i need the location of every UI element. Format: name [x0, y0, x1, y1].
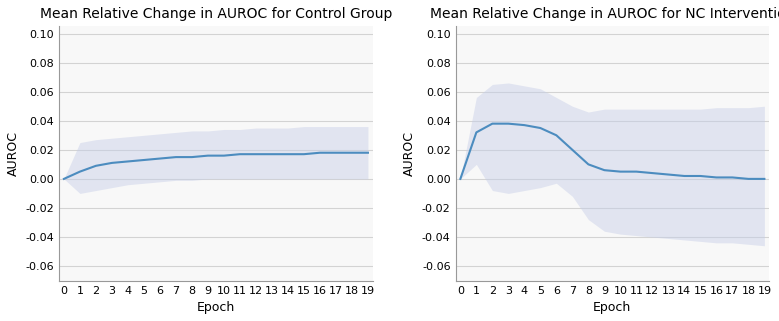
X-axis label: Epoch: Epoch	[594, 301, 632, 314]
Title: Mean Relative Change in AUROC for Control Group: Mean Relative Change in AUROC for Contro…	[40, 7, 392, 21]
Y-axis label: AUROC: AUROC	[404, 131, 417, 176]
X-axis label: Epoch: Epoch	[197, 301, 235, 314]
Title: Mean Relative Change in AUROC for NC Intervention: Mean Relative Change in AUROC for NC Int…	[430, 7, 779, 21]
Y-axis label: AUROC: AUROC	[7, 131, 20, 176]
